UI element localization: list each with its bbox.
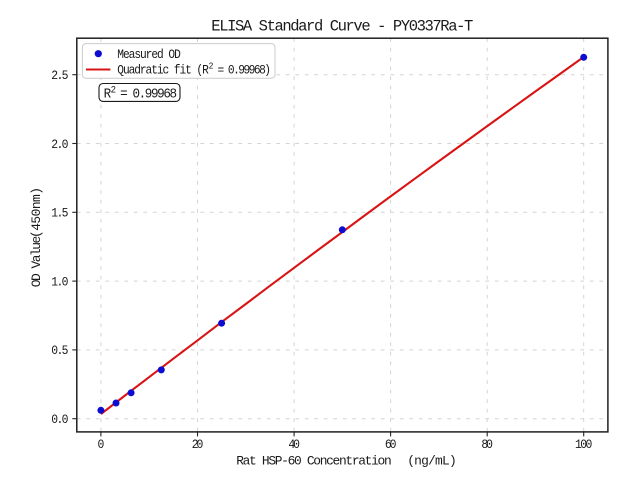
svg-text:1.5: 1.5 bbox=[51, 206, 68, 221]
svg-text:2.5: 2.5 bbox=[51, 68, 68, 83]
svg-text:20: 20 bbox=[192, 437, 204, 452]
svg-text:1.0: 1.0 bbox=[51, 275, 68, 290]
svg-text:2.0: 2.0 bbox=[51, 137, 68, 152]
svg-text:ELISA Standard Curve - PY0337R: ELISA Standard Curve - PY0337Ra-T bbox=[211, 18, 473, 36]
svg-text:= 0.99968: = 0.99968 bbox=[120, 86, 177, 102]
svg-text:(450nm): (450nm) bbox=[29, 187, 44, 238]
svg-text:0: 0 bbox=[97, 437, 104, 452]
svg-text:OD Value: OD Value bbox=[29, 236, 44, 288]
svg-text:2: 2 bbox=[111, 84, 116, 96]
svg-text:Measured OD: Measured OD bbox=[117, 47, 181, 62]
svg-text:100: 100 bbox=[575, 437, 592, 452]
svg-text:60: 60 bbox=[385, 437, 397, 452]
svg-text:2: 2 bbox=[209, 61, 214, 72]
svg-text:80: 80 bbox=[481, 437, 493, 452]
svg-text:(ng/mL): (ng/mL) bbox=[407, 453, 457, 468]
svg-text:= 0.99968): = 0.99968) bbox=[218, 63, 272, 78]
svg-text:Quadratic fit (R: Quadratic fit (R bbox=[117, 63, 209, 78]
svg-text:0.5: 0.5 bbox=[51, 343, 68, 358]
svg-text:R: R bbox=[104, 86, 112, 102]
svg-text:0.0: 0.0 bbox=[51, 412, 68, 427]
svg-text:Rat HSP-60 Concentration: Rat HSP-60 Concentration bbox=[236, 453, 391, 468]
svg-text:40: 40 bbox=[288, 437, 300, 452]
